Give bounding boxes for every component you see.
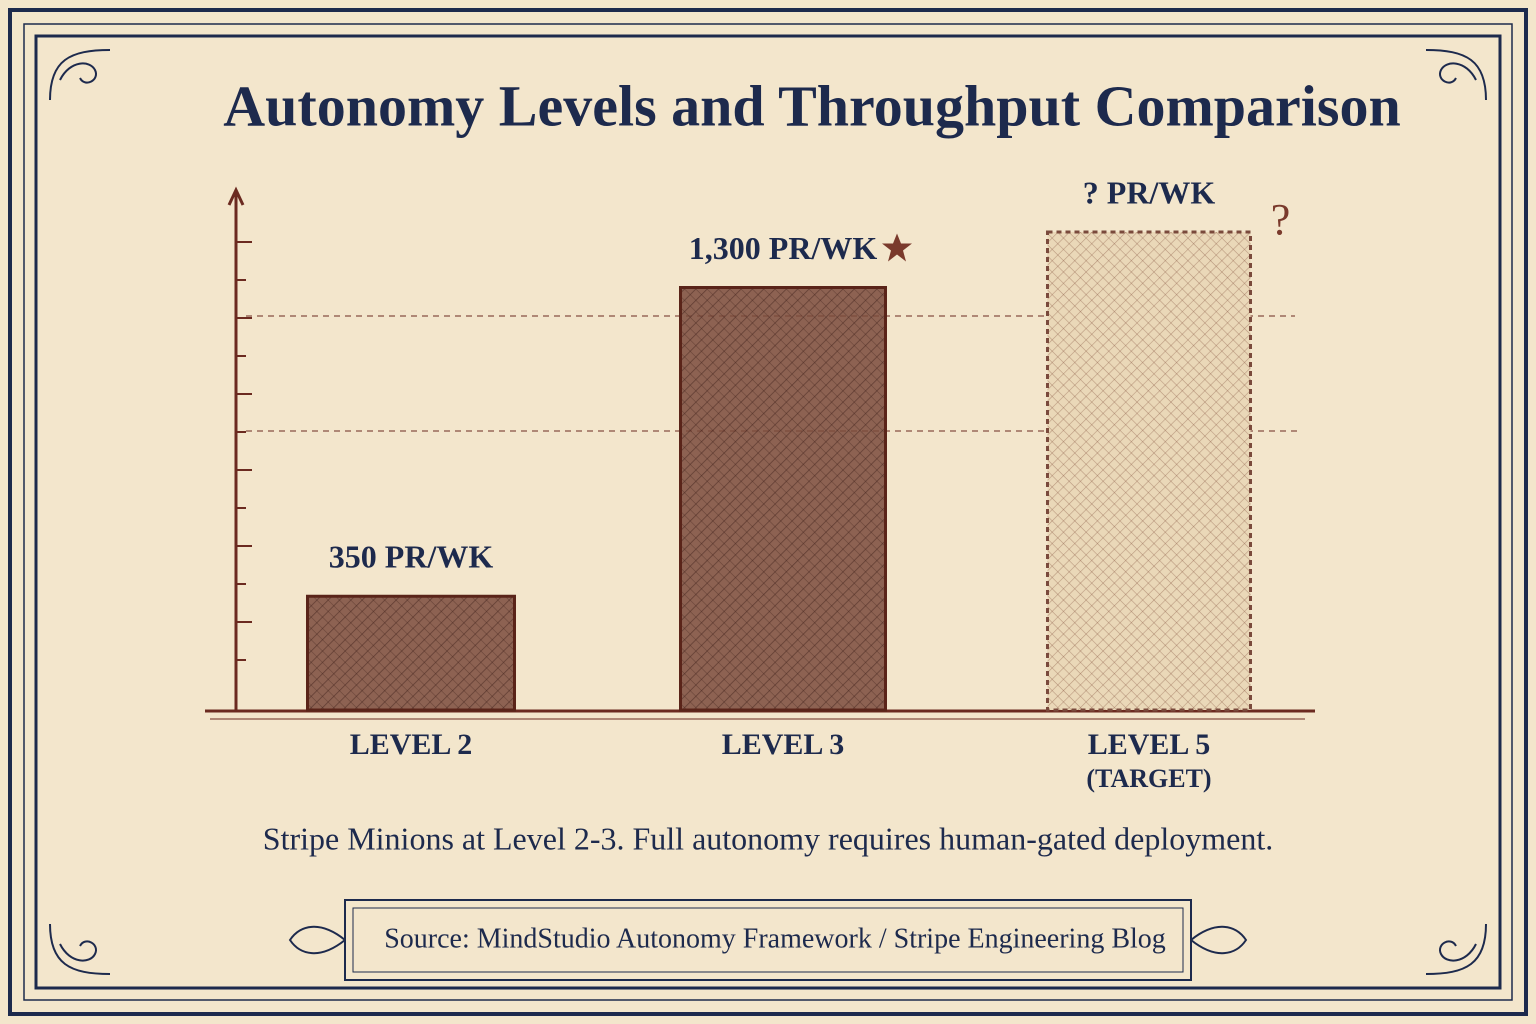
inner-border xyxy=(34,34,1502,990)
note: Stripe Minions at Level 2-3. Full autono… xyxy=(263,820,1273,856)
source: Source: MindStudio Autonomy Framework / … xyxy=(384,923,1166,954)
bar-hatch xyxy=(306,594,516,712)
x-tick-label: LEVEL 3 xyxy=(722,728,845,761)
axis-minor-ticks xyxy=(236,241,252,661)
source-frame xyxy=(288,899,1248,981)
value-label: ? PR/WK xyxy=(1083,174,1216,210)
value-label: 350 PR/WK xyxy=(329,539,494,575)
outer-border xyxy=(8,8,1528,1016)
question-mark: ? xyxy=(1271,195,1291,244)
corner-ornaments xyxy=(49,49,1487,975)
value-label: 1,300 PR/WK xyxy=(689,230,878,266)
placeholder-bar-hatch xyxy=(1046,230,1252,712)
chart-title: Autonomy Levels and Throughput Compariso… xyxy=(223,73,1400,138)
inner-border xyxy=(23,23,1513,1001)
x-tick-label: LEVEL 5 (TARGET) xyxy=(1086,728,1211,793)
star xyxy=(882,233,912,262)
bar-hatch xyxy=(679,286,887,712)
x-tick-label: LEVEL 2 xyxy=(350,728,473,761)
